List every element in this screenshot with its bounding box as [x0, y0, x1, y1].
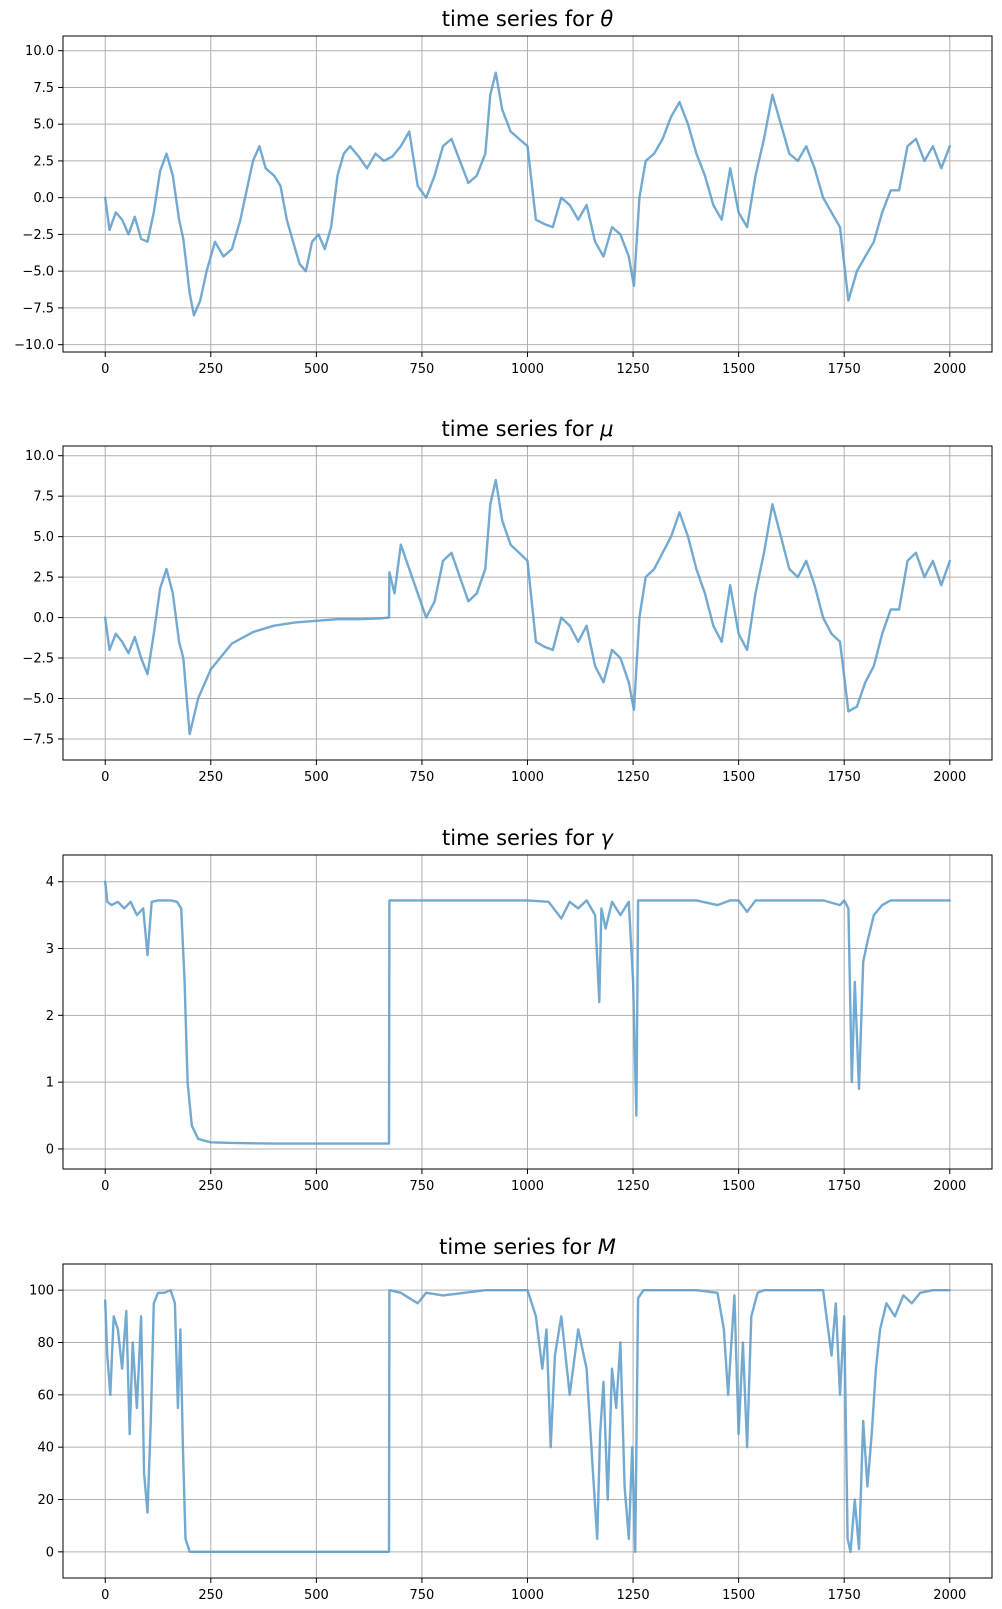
x-tick-label: 1000 [511, 1179, 544, 1194]
subplot-title: time series for M [439, 1235, 616, 1259]
y-tick-label: 0 [46, 1142, 54, 1157]
x-tick-label: 250 [198, 770, 223, 785]
x-tick-label: 1750 [828, 770, 861, 785]
title-symbol: μ [599, 417, 613, 441]
x-tick-label: 1250 [617, 1588, 650, 1603]
y-tick-label: 10.0 [25, 44, 54, 59]
x-tick-label: 750 [410, 770, 435, 785]
subplot-2: time series for μ 0 250 500 750 1000 1250 1500 1… [22, 417, 993, 785]
x-tick-label: 0 [101, 1588, 109, 1603]
x-tick-label: 750 [410, 1179, 435, 1194]
title-symbol: M [598, 1235, 616, 1259]
series-line [103, 478, 951, 736]
x-tick-label: 0 [101, 770, 109, 785]
y-tick-label: −7.5 [22, 301, 54, 316]
x-tick-label: 500 [304, 1179, 329, 1194]
x-tick-label: 750 [410, 362, 435, 377]
subplot-title: time series for μ [442, 417, 614, 441]
x-tick-label: 1500 [722, 362, 755, 377]
subplot-1: time series for θ 0 250 500 750 1000 1250 1500 1… [14, 7, 993, 377]
y-tick-label: 20 [37, 1493, 54, 1508]
y-tick-label: 40 [37, 1441, 54, 1456]
x-tick-label: 500 [304, 770, 329, 785]
title-text: time series for [442, 826, 601, 850]
y-tick-label: 60 [37, 1388, 54, 1403]
x-tick-label: 1000 [511, 1588, 544, 1603]
title-symbol: θ [600, 7, 613, 31]
y-tick-label: −2.5 [22, 652, 54, 667]
title-text: time series for [442, 417, 601, 441]
x-tick-label: 250 [198, 1588, 223, 1603]
series-line [103, 71, 951, 317]
y-tick-label: 2.5 [33, 571, 54, 586]
y-tick-label: −10.0 [14, 338, 54, 353]
x-tick-label: 0 [101, 362, 109, 377]
x-tick-label: 1000 [511, 770, 544, 785]
x-tick-label: 500 [304, 1588, 329, 1603]
y-tick-label: 3 [46, 942, 54, 957]
subplot-title: time series for θ [442, 7, 614, 31]
y-tick-label: −7.5 [22, 732, 54, 747]
y-tick-label: −5.0 [22, 265, 54, 280]
y-tick-label: −5.0 [22, 692, 54, 707]
x-tick-label: 1250 [617, 770, 650, 785]
x-tick-label: 1750 [828, 1179, 861, 1194]
y-tick-label: 0.0 [33, 611, 54, 626]
x-tick-label: 1750 [828, 362, 861, 377]
x-tick-label: 1750 [828, 1588, 861, 1603]
x-tick-label: 2000 [933, 1588, 966, 1603]
y-tick-label: 2.5 [33, 154, 54, 169]
subplot-4: time series for M0 250 500 750 1000 1250 1500 1… [29, 1235, 993, 1603]
y-tick-label: 4 [46, 875, 54, 890]
y-tick-label: 2 [46, 1009, 54, 1024]
y-tick-label: 7.5 [33, 490, 54, 505]
y-tick-label: 80 [37, 1336, 54, 1351]
x-tick-label: 750 [410, 1588, 435, 1603]
x-tick-label: 1500 [722, 770, 755, 785]
x-tick-label: 0 [101, 1179, 109, 1194]
x-tick-label: 1250 [617, 1179, 650, 1194]
x-tick-label: 2000 [933, 1179, 966, 1194]
x-tick-label: 1500 [722, 1588, 755, 1603]
y-tick-label: 5.0 [33, 118, 54, 133]
x-tick-label: 1250 [617, 362, 650, 377]
y-tick-label: 0.0 [33, 191, 54, 206]
y-tick-label: 5.0 [33, 530, 54, 545]
y-tick-label: 100 [29, 1284, 54, 1299]
y-tick-label: 0 [46, 1545, 54, 1560]
subplot-3: time series for γ 0 250 500 750 1000 1250 1500 1… [46, 826, 993, 1194]
y-tick-label: −2.5 [22, 228, 54, 243]
x-tick-label: 500 [304, 362, 329, 377]
x-tick-label: 250 [198, 1179, 223, 1194]
title-text: time series for [439, 1235, 598, 1259]
x-tick-label: 2000 [933, 362, 966, 377]
series-line [103, 880, 951, 1145]
subplot-title: time series for γ [442, 826, 615, 850]
y-tick-label: 1 [46, 1076, 54, 1091]
title-symbol: γ [601, 826, 615, 850]
x-tick-label: 1000 [511, 362, 544, 377]
y-tick-label: 10.0 [25, 449, 54, 464]
series-line [103, 1288, 951, 1554]
x-tick-label: 1500 [722, 1179, 755, 1194]
x-tick-label: 250 [198, 362, 223, 377]
y-tick-label: 7.5 [33, 81, 54, 96]
title-text: time series for [442, 7, 601, 31]
x-tick-label: 2000 [933, 770, 966, 785]
